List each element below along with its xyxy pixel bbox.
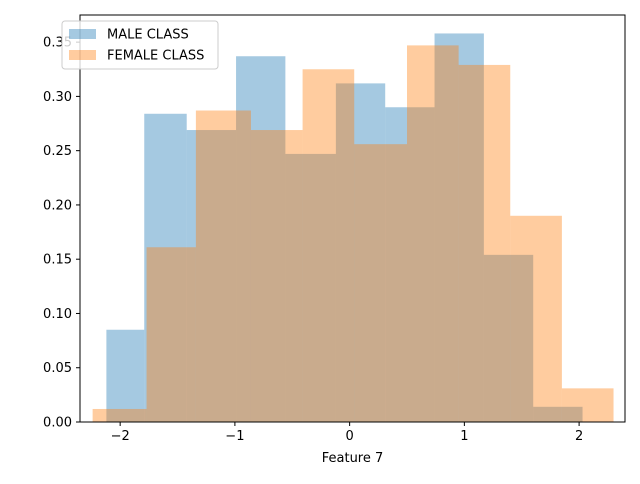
histogram-bar	[106, 329, 145, 422]
histogram-bar	[510, 215, 562, 422]
legend-label: MALE CLASS	[107, 28, 189, 43]
histogram-bar	[385, 107, 435, 423]
histogram-bar	[250, 130, 303, 422]
y-tick-label: 0.05	[43, 361, 72, 376]
x-tick-label: 0	[345, 429, 353, 444]
y-tick-label: 0.20	[43, 198, 72, 213]
series-1-bars	[92, 45, 614, 423]
axes-frame	[79, 14, 626, 423]
histogram-bar	[236, 56, 286, 422]
x-tick-label: 1	[460, 429, 468, 444]
histogram-bar	[483, 254, 534, 422]
histogram-bar	[561, 388, 614, 422]
histogram-bar	[285, 153, 336, 422]
bars-group	[92, 33, 614, 423]
legend-swatch	[69, 50, 96, 60]
histogram-bar	[146, 247, 196, 422]
y-tick-label: 0.00	[43, 416, 72, 431]
histogram-bar	[144, 113, 187, 423]
histogram-bar	[458, 64, 511, 423]
y-tick-label: 0.10	[43, 307, 72, 322]
x-tick-label: 2	[575, 429, 583, 444]
histogram-bar	[335, 83, 386, 422]
y-tick-label: 0.15	[43, 253, 72, 268]
histogram-bar	[92, 408, 147, 422]
histogram-bar	[186, 130, 237, 422]
y-tick-label: 0.25	[43, 144, 72, 159]
x-tick-label: −2	[111, 429, 130, 444]
histogram-bar	[407, 45, 459, 422]
x-axis-label: Feature 7	[322, 451, 384, 466]
histogram-bar	[354, 144, 407, 422]
histogram-bar	[302, 69, 355, 423]
histogram-bar	[195, 110, 251, 422]
y-tick-label: 0.30	[43, 90, 72, 105]
x-tick-label: −1	[225, 429, 244, 444]
histogram-bar	[533, 406, 583, 422]
legend-label: FEMALE CLASS	[107, 49, 204, 64]
legend: MALE CLASS FEMALE CLASS	[61, 20, 219, 70]
legend-swatch	[69, 29, 96, 39]
histogram-bar	[434, 33, 484, 422]
series-0-bars	[106, 33, 583, 423]
legend-box	[61, 20, 219, 70]
